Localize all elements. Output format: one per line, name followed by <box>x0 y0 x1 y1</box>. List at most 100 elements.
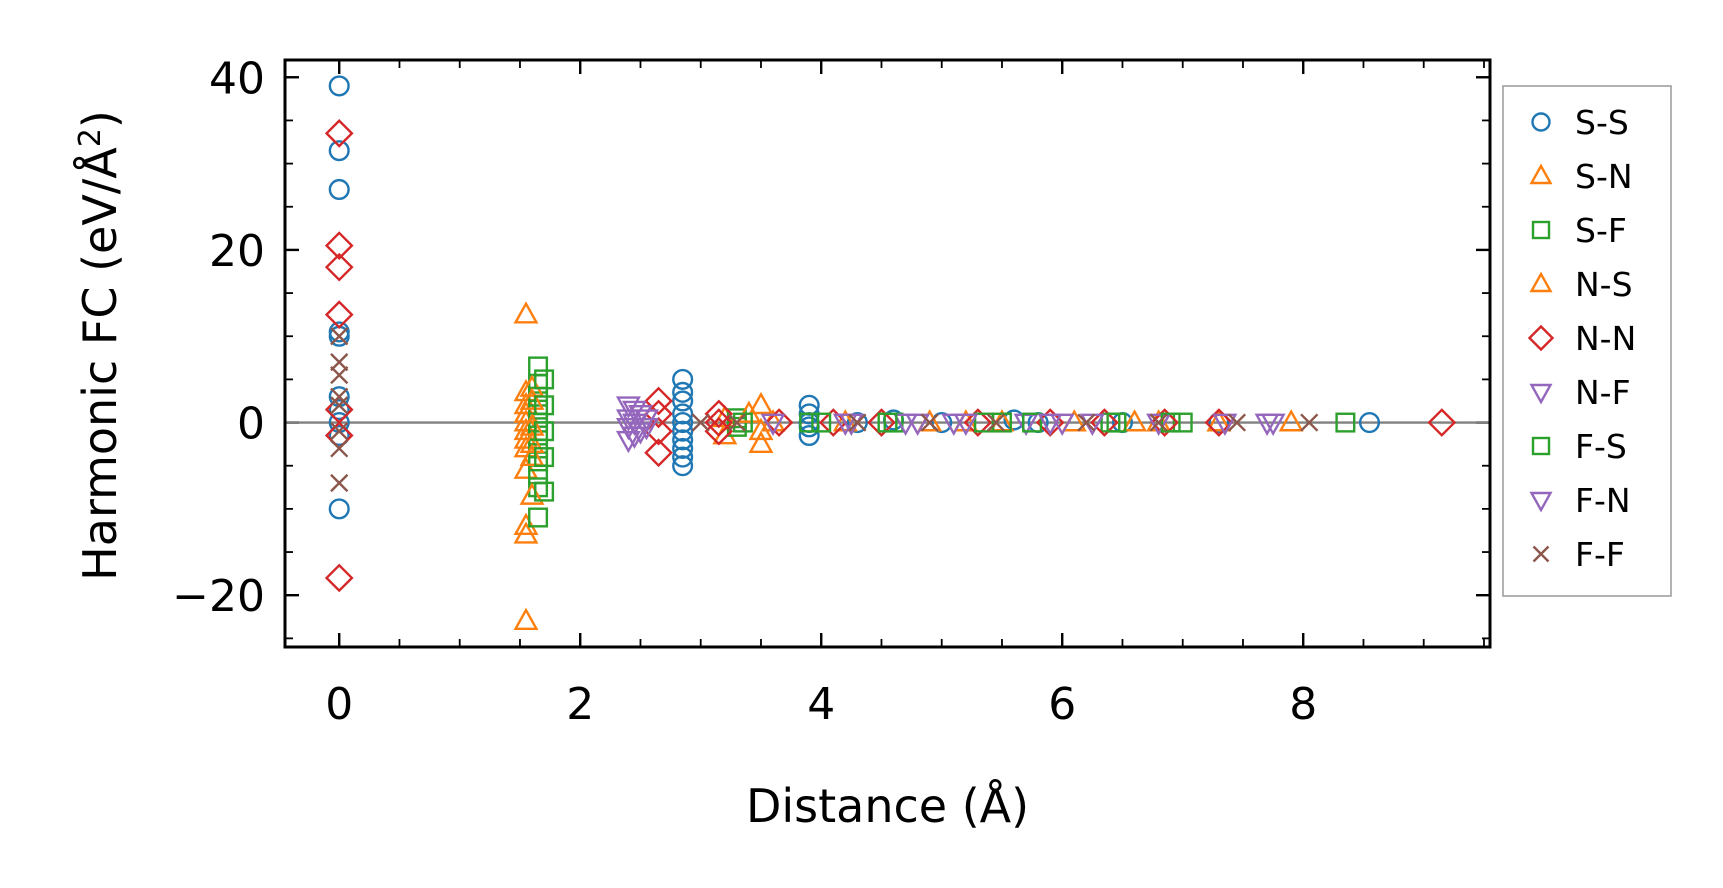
data-point <box>644 386 673 416</box>
data-point <box>330 365 349 385</box>
legend-marker <box>1531 112 1551 132</box>
legend-marker <box>1529 383 1553 405</box>
legend-label: N-N <box>1575 319 1636 358</box>
data-point <box>1260 413 1286 437</box>
data-point <box>799 412 820 433</box>
data-point <box>941 413 967 437</box>
data-point <box>1278 409 1304 432</box>
data-point <box>1427 408 1457 437</box>
series-F-F <box>330 327 1319 493</box>
data-point <box>519 374 545 397</box>
x-tick-label: 2 <box>566 679 594 730</box>
data-point <box>1227 413 1247 432</box>
legend-label: F-N <box>1575 481 1631 520</box>
data-point <box>877 412 898 433</box>
data-point <box>328 399 350 421</box>
legend-label: N-F <box>1575 373 1631 412</box>
data-point <box>330 353 349 372</box>
legend-label: N-S <box>1575 265 1633 304</box>
legend-marker <box>1529 271 1553 293</box>
data-point <box>513 301 539 324</box>
data-markers <box>324 75 1457 631</box>
data-point <box>672 429 694 451</box>
data-point <box>732 412 753 433</box>
data-point <box>953 413 979 437</box>
y-axis-title-superscript: 2 <box>73 128 108 147</box>
legend: S-S S-N S-F N-S N-N N-F F-S F-N F-F <box>1502 85 1672 597</box>
data-point <box>634 417 659 441</box>
data-point <box>1206 409 1232 432</box>
data-point <box>704 408 734 437</box>
data-point <box>513 512 539 536</box>
data-point <box>1106 412 1127 433</box>
data-point <box>1077 413 1096 432</box>
data-point <box>1172 412 1193 433</box>
plot-frame <box>283 58 1492 649</box>
data-point <box>519 387 545 410</box>
data-point <box>1146 413 1172 437</box>
data-point <box>748 430 774 454</box>
data-point <box>986 413 1006 432</box>
data-point <box>330 387 349 406</box>
tick-labels: 0 2 4 6 8 −20 0 20 40 <box>172 53 1317 730</box>
data-point <box>1160 412 1181 433</box>
data-point <box>963 408 993 437</box>
legend-marker <box>1529 491 1553 513</box>
data-point <box>324 252 354 282</box>
data-point <box>513 607 539 631</box>
x-tick-label: 4 <box>807 679 835 730</box>
legend-label: F-S <box>1575 427 1627 466</box>
data-point <box>534 447 555 468</box>
data-point <box>330 473 349 493</box>
series-F-S <box>534 369 1181 502</box>
legend-marker <box>1527 324 1555 352</box>
data-point <box>330 396 349 415</box>
data-point <box>798 424 820 447</box>
x-tick-label: 0 <box>325 679 353 730</box>
data-point <box>1300 413 1319 432</box>
data-point <box>1090 408 1119 437</box>
data-point <box>324 231 354 260</box>
data-point <box>330 327 349 346</box>
x-tick-label: 6 <box>1048 679 1076 730</box>
data-point <box>867 408 896 437</box>
data-point <box>672 403 694 425</box>
data-point <box>513 426 539 449</box>
data-point <box>644 438 673 468</box>
data-point <box>704 416 734 446</box>
data-point <box>534 481 555 502</box>
data-point <box>920 413 939 432</box>
data-point <box>893 413 919 437</box>
data-point <box>1037 413 1063 437</box>
y-axis-title: Harmonic FC (eV/Å2) <box>73 110 127 581</box>
data-point <box>736 400 762 423</box>
data-point <box>330 422 349 441</box>
data-point <box>748 391 774 415</box>
data-point <box>1149 413 1168 432</box>
data-point <box>672 381 694 403</box>
data-point <box>328 424 350 447</box>
data-point <box>691 413 710 432</box>
data-point <box>672 412 694 434</box>
data-point <box>672 368 694 390</box>
x-tick-label: 8 <box>1289 679 1317 730</box>
data-point <box>519 430 545 454</box>
x-axis-title: Distance (Å) <box>746 779 1029 833</box>
data-point <box>672 420 694 442</box>
data-point <box>330 439 349 458</box>
data-point <box>528 507 549 528</box>
data-point <box>672 390 694 412</box>
data-point <box>534 421 555 442</box>
data-point <box>328 498 350 520</box>
data-point <box>1022 412 1043 433</box>
legend-marker <box>1531 220 1551 240</box>
legend-marker <box>1529 163 1553 185</box>
data-point <box>328 178 350 201</box>
y-tick-label: 20 <box>209 226 265 277</box>
data-point <box>1335 412 1356 433</box>
data-point <box>513 456 539 479</box>
data-point <box>1204 408 1234 437</box>
data-point <box>973 412 994 433</box>
